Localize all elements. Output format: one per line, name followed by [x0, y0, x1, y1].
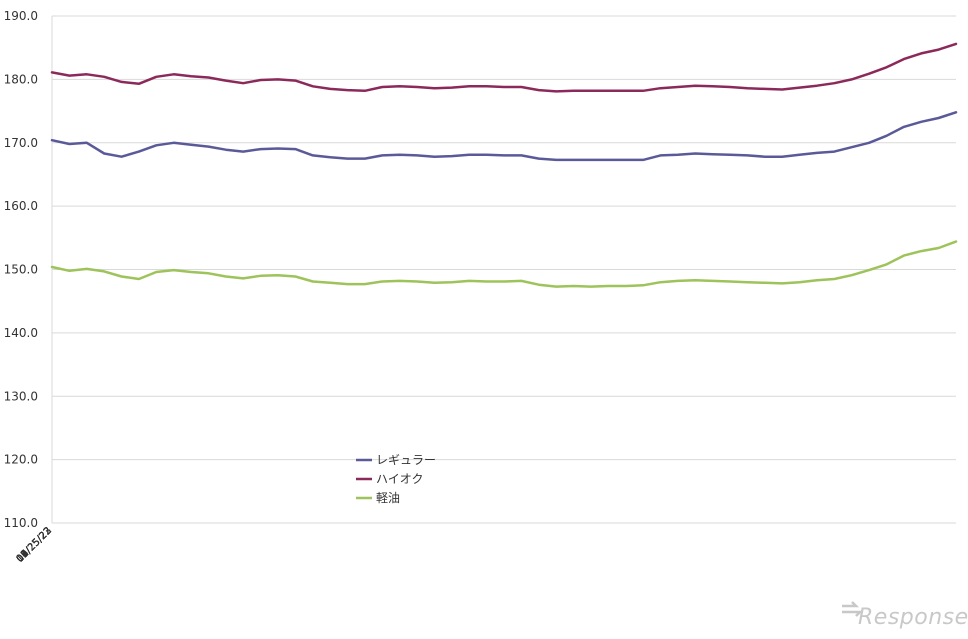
watermark-arrow-icon — [842, 601, 864, 617]
series-line-1 — [50, 42, 958, 93]
y-tick-label: 190.0 — [4, 9, 38, 23]
watermark-text: Response. — [858, 605, 968, 630]
legend-label: 軽油 — [376, 491, 400, 505]
y-tick-label: 160.0 — [4, 199, 38, 213]
x-tick-label: 06/25/23 — [15, 525, 55, 565]
y-tick-label: 140.0 — [4, 326, 38, 340]
y-tick-label: 130.0 — [4, 389, 38, 403]
series-lines — [50, 42, 958, 288]
y-gridlines — [51, 15, 956, 524]
legend-label: ハイオク — [376, 472, 424, 486]
response-watermark: Response. — [842, 601, 968, 630]
y-tick-label: 180.0 — [4, 72, 38, 86]
y-tick-label: 170.0 — [4, 136, 38, 150]
x-axis-tick-labels: 07/25/2208/25/2209/25/2210/25/2211/25/22… — [15, 525, 55, 565]
series-line-2 — [50, 240, 958, 288]
series-line-0 — [50, 111, 958, 162]
y-axis-tick-labels: 110.0 120.0 130.0 140.0 150.0 160.0 170.0 180.0… — [4, 9, 38, 530]
y-tick-label: 150.0 — [4, 263, 38, 277]
y-tick-label: 110.0 — [4, 516, 38, 530]
legend-label: レギュラー — [376, 453, 436, 467]
y-tick-label: 120.0 — [4, 453, 38, 467]
